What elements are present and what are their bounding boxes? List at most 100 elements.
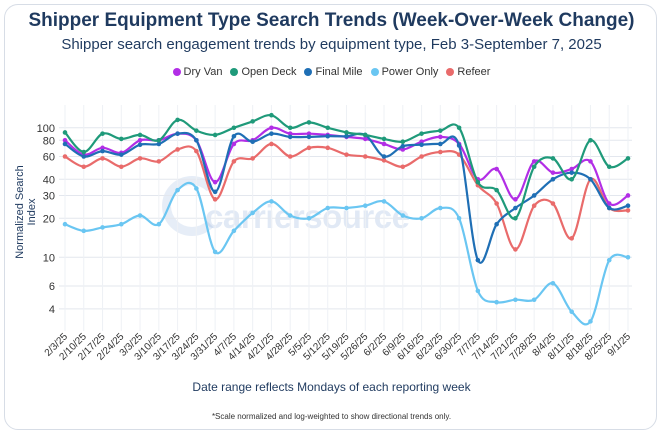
data-point-dry-van [550, 170, 556, 175]
data-point-power-only [456, 215, 462, 221]
data-point-power-only [550, 280, 556, 286]
data-point-open-deck [175, 117, 180, 123]
data-point-refeer [531, 203, 537, 209]
y-tick-label: 40 [43, 174, 55, 186]
data-point-dry-van [588, 159, 593, 164]
data-point-refeer [344, 152, 349, 157]
data-point-final-mile [456, 143, 462, 148]
data-point-final-mile [194, 138, 199, 143]
data-point-open-deck [269, 112, 274, 118]
data-point-power-only [62, 221, 68, 227]
data-point-final-mile [606, 205, 612, 211]
data-point-refeer [362, 154, 368, 159]
data-point-final-mile [306, 134, 312, 140]
legend-item[interactable]: Open Deck [230, 66, 296, 78]
data-point-power-only [287, 213, 293, 218]
data-point-final-mile [156, 141, 162, 147]
data-point-open-deck [531, 164, 537, 170]
data-point-refeer [156, 159, 162, 164]
data-point-final-mile [419, 142, 424, 147]
data-point-final-mile [269, 131, 274, 136]
data-point-open-deck [381, 136, 387, 142]
data-point-refeer [513, 247, 518, 252]
data-point-refeer [119, 164, 124, 170]
watermark-logo-icon [162, 176, 222, 236]
legend-swatch [370, 68, 379, 76]
legend-label: Power Only [381, 66, 439, 78]
data-point-dry-van [231, 141, 237, 147]
data-point-power-only [269, 199, 274, 204]
data-point-refeer [325, 145, 331, 151]
data-point-dry-van [362, 136, 368, 142]
data-point-open-deck [137, 132, 143, 138]
data-point-final-mile [231, 133, 237, 139]
data-point-refeer [100, 156, 105, 161]
legend-swatch [230, 68, 239, 76]
data-point-open-deck [419, 131, 424, 136]
data-point-power-only [513, 297, 518, 303]
data-point-power-only [438, 205, 443, 211]
data-point-final-mile [588, 176, 593, 182]
data-point-dry-van [381, 141, 387, 147]
data-point-power-only [606, 257, 612, 263]
data-point-dry-van [438, 134, 443, 140]
y-tick-label: 30 [43, 190, 55, 202]
y-tick-label: 20 [43, 213, 55, 225]
legend-item[interactable]: Dry Van [172, 66, 222, 78]
data-point-final-mile [212, 189, 218, 195]
data-point-refeer [194, 148, 199, 154]
data-point-refeer [625, 208, 631, 213]
data-point-open-deck [306, 120, 312, 125]
data-point-power-only [100, 225, 105, 230]
data-point-final-mile [550, 176, 556, 182]
data-point-refeer [175, 147, 180, 152]
legend-label: Final Mile [315, 66, 363, 78]
data-point-final-mile [531, 193, 537, 198]
chart-subtitle: Shipper search engagement trends by equi… [61, 36, 602, 53]
data-point-refeer [550, 201, 556, 206]
data-point-power-only [119, 221, 124, 227]
data-point-final-mile [475, 257, 481, 263]
data-point-final-mile [400, 143, 406, 149]
data-point-open-deck [569, 176, 574, 182]
legend-item[interactable]: Refeer [446, 66, 490, 78]
data-point-open-deck [287, 125, 293, 131]
x-axis-title: Date range reflects Mondays of each repo… [192, 380, 471, 394]
data-point-open-deck [588, 138, 593, 143]
data-point-power-only [381, 199, 387, 204]
data-point-refeer [494, 201, 499, 206]
data-point-power-only [194, 186, 199, 191]
data-point-final-mile [438, 141, 443, 147]
legend-swatch [172, 68, 181, 76]
data-point-open-deck [362, 132, 368, 138]
y-tick-label: 60 [43, 151, 55, 163]
data-point-open-deck [456, 125, 462, 131]
data-point-dry-van [606, 201, 612, 206]
data-point-open-deck [194, 128, 199, 133]
data-point-dry-van [100, 145, 105, 151]
legend-swatch [446, 68, 455, 76]
data-point-dry-van [137, 138, 143, 143]
data-point-open-deck [475, 179, 481, 185]
data-point-refeer [419, 154, 424, 159]
data-point-open-deck [119, 136, 124, 142]
legend-swatch [304, 68, 313, 76]
data-point-refeer [306, 145, 312, 151]
data-point-final-mile [569, 170, 574, 175]
data-point-refeer [269, 141, 274, 147]
data-point-open-deck [325, 125, 331, 131]
data-point-power-only [306, 215, 312, 221]
data-point-open-deck [81, 149, 87, 155]
data-point-power-only [81, 228, 87, 234]
data-point-final-mile [325, 133, 331, 139]
y-axis-title: Normalized Search Index [14, 165, 38, 259]
data-point-final-mile [513, 205, 518, 211]
data-point-power-only [531, 297, 537, 303]
data-point-open-deck [550, 156, 556, 161]
data-point-open-deck [156, 138, 162, 143]
data-point-open-deck [513, 215, 518, 221]
data-point-final-mile [81, 154, 87, 159]
data-point-refeer [438, 149, 443, 155]
legend-item[interactable]: Final Mile [304, 66, 363, 78]
legend-item[interactable]: Power Only [370, 66, 439, 78]
